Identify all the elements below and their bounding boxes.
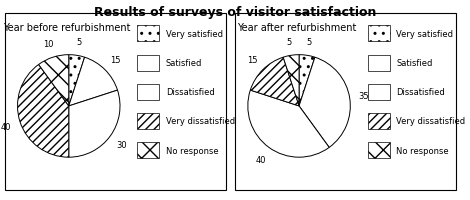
Bar — [368, 26, 390, 42]
Text: Year after refurbishment: Year after refurbishment — [237, 23, 357, 33]
Bar — [137, 142, 159, 158]
Bar — [368, 55, 390, 71]
Bar — [137, 84, 159, 100]
Bar — [137, 113, 159, 129]
Bar — [137, 26, 159, 42]
Bar — [368, 142, 390, 158]
Text: Very satisfied: Very satisfied — [166, 30, 223, 39]
Text: Dissatisfied: Dissatisfied — [166, 88, 215, 97]
Text: Results of surveys of visitor satisfaction: Results of surveys of visitor satisfacti… — [94, 6, 376, 19]
Bar — [368, 113, 390, 129]
Bar — [368, 84, 390, 100]
Text: Satisfied: Satisfied — [166, 59, 202, 68]
Text: Dissatisfied: Dissatisfied — [396, 88, 445, 97]
Text: Year before refurbishment: Year before refurbishment — [3, 23, 130, 33]
Text: Satisfied: Satisfied — [396, 59, 432, 68]
Text: Very satisfied: Very satisfied — [396, 30, 453, 39]
Text: Very dissatisfied: Very dissatisfied — [166, 117, 235, 126]
Text: No response: No response — [166, 146, 219, 155]
Text: Very dissatisfied: Very dissatisfied — [396, 117, 465, 126]
Bar — [137, 55, 159, 71]
Text: No response: No response — [396, 146, 449, 155]
